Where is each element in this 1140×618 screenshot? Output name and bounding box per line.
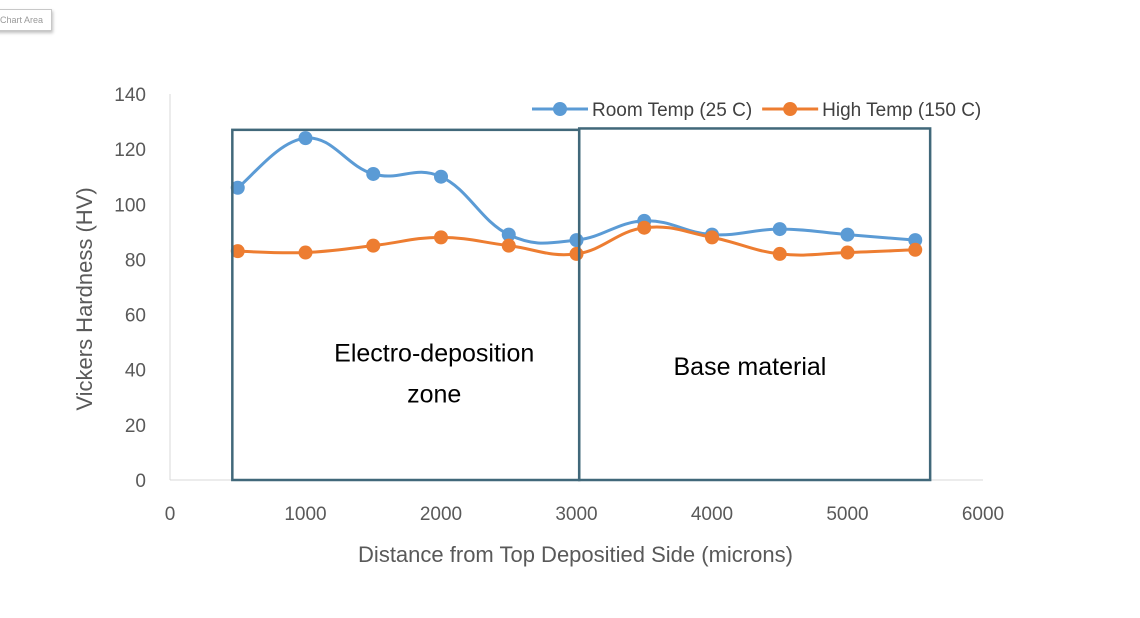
- data-point: [501, 227, 516, 242]
- chart-area-tooltip: Chart Area: [0, 9, 52, 31]
- data-point: [298, 245, 313, 260]
- data-point: [637, 220, 652, 235]
- data-point: [434, 230, 448, 245]
- series-1: [230, 131, 923, 248]
- x-tick-label: 3000: [555, 504, 597, 525]
- electro-deposition-zone-label: zone: [407, 380, 461, 408]
- series-line: [236, 136, 917, 245]
- data-point: [366, 166, 381, 181]
- legend-marker: [553, 102, 567, 116]
- legend-item-2[interactable]: High Temp (150 C): [762, 100, 981, 121]
- data-point: [366, 238, 381, 253]
- y-tick-label: 100: [114, 195, 146, 216]
- base-material-label: Base material: [674, 353, 827, 381]
- axes: [169, 94, 983, 481]
- legend-label: High Temp (150 C): [822, 100, 981, 121]
- data-point: [569, 246, 584, 261]
- x-axis-ticks: 0 1000 2000 3000 4000 5000 6000: [165, 504, 1004, 525]
- data-point: [230, 180, 245, 195]
- data-point: [908, 242, 923, 257]
- series-layer: [230, 131, 923, 261]
- y-axis-ticks: 0 20 40 60 80 100 120 140: [114, 85, 146, 492]
- y-tick-label: 80: [125, 250, 146, 271]
- electro-deposition-zone-label: Electro-deposition: [334, 339, 534, 367]
- y-tick-label: 140: [114, 85, 146, 106]
- legend-marker: [783, 102, 798, 116]
- y-tick-label: 120: [114, 140, 146, 161]
- legend[interactable]: Room Temp (25 C) High Temp (150 C): [532, 100, 981, 121]
- y-tick-label: 0: [135, 471, 146, 492]
- base-material-box: [577, 127, 932, 482]
- y-tick-label: 20: [125, 416, 146, 437]
- electro-deposition-zone-box: [231, 128, 581, 482]
- legend-label: Room Temp (25 C): [592, 100, 752, 121]
- y-tick-label: 40: [125, 361, 146, 382]
- data-point: [298, 131, 313, 146]
- x-tick-label: 4000: [691, 504, 733, 525]
- x-tick-label: 5000: [826, 504, 868, 525]
- x-tick-label: 2000: [420, 504, 462, 525]
- data-point: [772, 246, 787, 261]
- legend-item-1[interactable]: Room Temp (25 C): [532, 100, 752, 121]
- y-axis-title: Vickers Hardness (HV): [72, 187, 97, 410]
- electro-deposition-zone: Electro-deposition zone: [231, 128, 581, 482]
- data-point: [434, 169, 448, 184]
- data-point: [569, 233, 584, 248]
- x-axis-title: Distance from Top Depositied Side (micro…: [358, 542, 793, 567]
- data-point: [230, 244, 245, 259]
- data-point: [501, 238, 516, 253]
- y-tick-label: 60: [125, 306, 146, 327]
- data-point: [772, 222, 787, 237]
- base-material: Base material: [577, 127, 932, 482]
- data-point: [840, 227, 855, 242]
- x-tick-label: 6000: [962, 504, 1004, 525]
- data-point: [908, 233, 923, 248]
- data-point: [705, 230, 719, 245]
- series-2: [230, 220, 923, 261]
- x-tick-label: 0: [165, 504, 176, 525]
- x-tick-label: 1000: [284, 504, 326, 525]
- annotation-layer: Electro-deposition zone Base material: [231, 127, 932, 482]
- data-point: [840, 245, 855, 260]
